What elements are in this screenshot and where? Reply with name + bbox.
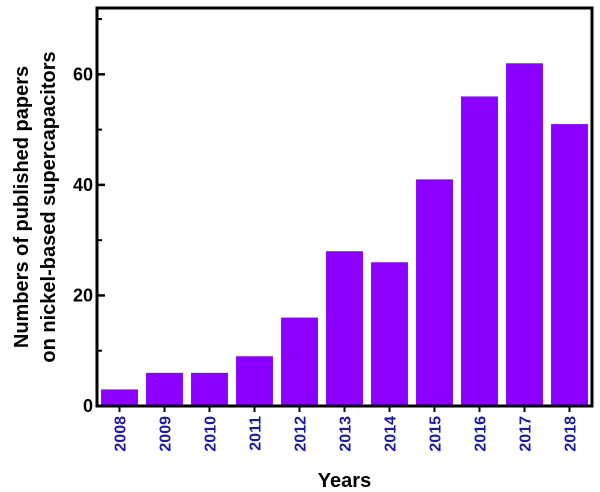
- bar-2008: [101, 389, 138, 406]
- bar-2016: [461, 96, 498, 406]
- x-tick-label-2012: 2012: [293, 416, 310, 452]
- bar-2014: [371, 262, 408, 406]
- x-tick-label-2017: 2017: [518, 416, 535, 452]
- x-tick-label-2013: 2013: [338, 416, 355, 452]
- bar-2010: [191, 372, 228, 406]
- bar-2009: [146, 372, 183, 406]
- bar-2018: [551, 124, 588, 406]
- bar-2013: [326, 251, 363, 406]
- bars-group: [101, 63, 588, 407]
- y-axis-title-line1: Numbers of published papers: [11, 66, 33, 348]
- x-tick-label-2009: 2009: [158, 416, 175, 452]
- x-tick-label-2016: 2016: [473, 416, 490, 452]
- y-tick-label-40: 40: [73, 175, 93, 195]
- x-tick-label-2015: 2015: [428, 416, 445, 452]
- x-axis-title: Years: [318, 470, 371, 492]
- y-tick-label-20: 20: [73, 285, 93, 305]
- bar-2011: [236, 356, 273, 406]
- y-tick-label-0: 0: [83, 396, 93, 416]
- y-axis-ticks: 0 20 40 60: [73, 18, 105, 416]
- x-tick-label-2008: 2008: [113, 416, 130, 452]
- bar-2017: [506, 63, 543, 407]
- plot-frame: [95, 6, 594, 408]
- x-tick-label-2011: 2011: [248, 416, 265, 451]
- x-tick-label-2018: 2018: [563, 416, 580, 452]
- bar-2012: [281, 317, 318, 406]
- x-tick-label-2014: 2014: [383, 416, 400, 452]
- x-tick-label-2010: 2010: [203, 416, 220, 452]
- bar-2015: [416, 179, 453, 406]
- x-axis-ticks: 2008 2009 2010 2011 2012 2013 2014 2015 2016 2017…: [113, 406, 580, 452]
- y-tick-label-60: 60: [73, 64, 93, 84]
- y-axis-title-line2: on nickel-based supercapacitors: [38, 51, 60, 362]
